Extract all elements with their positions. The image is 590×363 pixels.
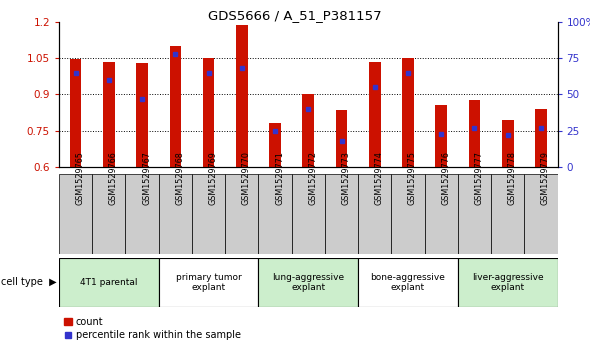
Bar xyxy=(468,101,480,167)
Text: GSM1529770: GSM1529770 xyxy=(242,151,251,205)
Text: lung-aggressive
explant: lung-aggressive explant xyxy=(272,273,345,292)
Text: GSM1529779: GSM1529779 xyxy=(541,151,550,205)
Text: GSM1529777: GSM1529777 xyxy=(474,151,483,205)
Text: GSM1529778: GSM1529778 xyxy=(507,151,517,205)
Bar xyxy=(159,174,192,254)
Text: GDS5666 / A_51_P381157: GDS5666 / A_51_P381157 xyxy=(208,9,382,22)
Bar xyxy=(225,174,258,254)
Bar xyxy=(458,174,491,254)
Legend: count, percentile rank within the sample: count, percentile rank within the sample xyxy=(64,317,241,340)
Bar xyxy=(159,258,258,307)
Bar xyxy=(136,63,148,167)
Bar xyxy=(236,25,248,167)
Text: GSM1529773: GSM1529773 xyxy=(342,151,350,205)
Text: GSM1529771: GSM1529771 xyxy=(275,151,284,205)
Bar xyxy=(103,62,114,167)
Bar xyxy=(491,174,525,254)
Bar xyxy=(435,105,447,167)
Text: GSM1529774: GSM1529774 xyxy=(375,151,384,205)
Bar xyxy=(358,174,391,254)
Bar xyxy=(391,174,425,254)
Bar xyxy=(502,120,513,167)
Text: GSM1529772: GSM1529772 xyxy=(308,151,317,205)
Bar xyxy=(425,174,458,254)
Text: primary tumor
explant: primary tumor explant xyxy=(176,273,241,292)
Bar xyxy=(303,94,314,167)
Bar xyxy=(402,58,414,167)
Text: GSM1529775: GSM1529775 xyxy=(408,151,417,205)
Text: GSM1529776: GSM1529776 xyxy=(441,151,450,205)
Bar xyxy=(291,174,325,254)
Bar xyxy=(126,174,159,254)
Bar xyxy=(59,258,159,307)
Text: 4T1 parental: 4T1 parental xyxy=(80,278,137,287)
Bar xyxy=(369,62,381,167)
Bar xyxy=(258,174,291,254)
Bar xyxy=(458,258,558,307)
Bar xyxy=(192,174,225,254)
Bar xyxy=(269,123,281,167)
Bar xyxy=(535,109,547,167)
Bar xyxy=(92,174,126,254)
Text: GSM1529768: GSM1529768 xyxy=(175,151,184,205)
Text: cell type  ▶: cell type ▶ xyxy=(1,277,57,287)
Bar xyxy=(258,258,358,307)
Bar xyxy=(70,59,81,167)
Bar xyxy=(59,174,92,254)
Text: bone-aggressive
explant: bone-aggressive explant xyxy=(371,273,445,292)
Bar xyxy=(169,46,181,167)
Bar xyxy=(325,174,358,254)
Text: GSM1529767: GSM1529767 xyxy=(142,151,151,205)
Bar xyxy=(336,110,348,167)
Text: GSM1529765: GSM1529765 xyxy=(76,151,84,205)
Text: GSM1529766: GSM1529766 xyxy=(109,151,118,205)
Text: liver-aggressive
explant: liver-aggressive explant xyxy=(472,273,543,292)
Text: GSM1529769: GSM1529769 xyxy=(209,151,218,205)
Bar xyxy=(358,258,458,307)
Bar xyxy=(203,58,214,167)
Bar xyxy=(525,174,558,254)
